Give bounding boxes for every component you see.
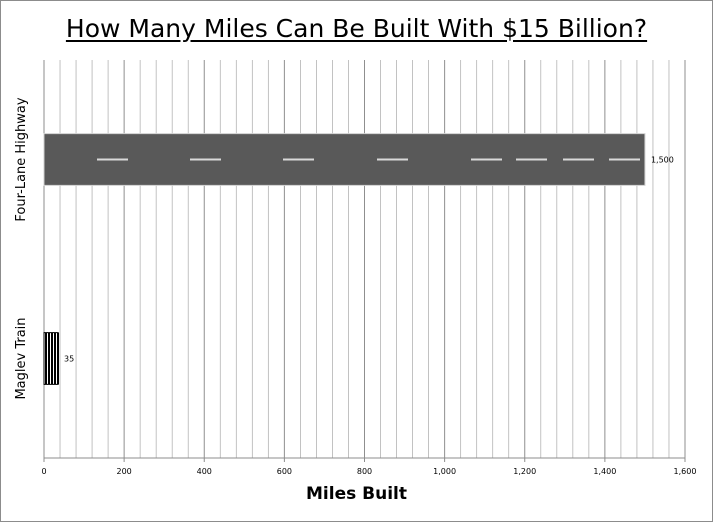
category-label: Maglev Train xyxy=(14,317,29,399)
labels: 0 200 400 600 800 1,000 1,200 1,400 1,600 Four-La… xyxy=(14,97,696,476)
x-tick-label: 200 xyxy=(116,467,131,476)
gridlines xyxy=(43,60,686,458)
x-tick-label: 600 xyxy=(277,467,292,476)
x-tick-label: 1,400 xyxy=(593,467,616,476)
bars xyxy=(43,133,646,385)
chart-title: How Many Miles Can Be Built With $15 Bil… xyxy=(65,14,648,43)
x-tick-label: 1,200 xyxy=(513,467,536,476)
x-tick-label: 1,000 xyxy=(433,467,456,476)
bar-four-lane-highway xyxy=(43,133,646,186)
x-tick-label: 1,600 xyxy=(674,467,697,476)
axes xyxy=(43,60,686,462)
data-label: 35 xyxy=(64,355,74,364)
x-tick-label: 800 xyxy=(357,467,372,476)
x-tick-label: 0 xyxy=(41,467,46,476)
category-label: Four-Lane Highway xyxy=(14,97,29,221)
bar-maglev-train xyxy=(43,332,59,385)
data-label: 1,500 xyxy=(651,156,674,165)
x-axis-label: Miles Built xyxy=(306,484,407,504)
x-tick-label: 400 xyxy=(197,467,212,476)
